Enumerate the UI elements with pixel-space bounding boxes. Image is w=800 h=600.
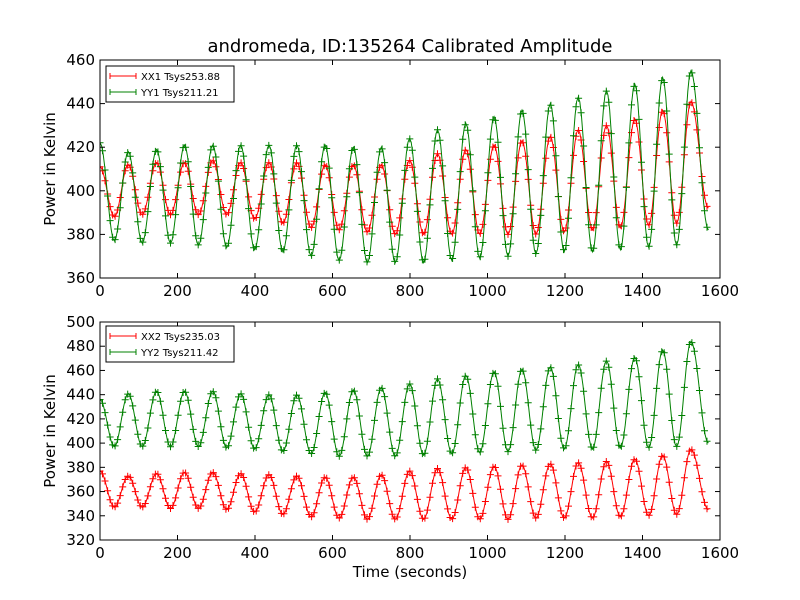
plot-area — [100, 339, 711, 523]
series-markers — [100, 69, 711, 266]
y-tick-label: 380 — [66, 458, 95, 476]
x-tick-label: 1400 — [623, 544, 661, 562]
legend-item: YY1 Tsys211.21 — [109, 88, 219, 99]
y-axis-label: Power in Kelvin — [41, 112, 59, 226]
y-tick-label: 460 — [66, 51, 95, 69]
series-xx2 — [100, 446, 711, 523]
legend-item: XX1 Tsys253.88 — [109, 72, 220, 83]
series-yy1 — [100, 69, 711, 266]
y-axis-label: Power in Kelvin — [41, 374, 59, 488]
y-tick-label: 400 — [66, 434, 95, 452]
y-tick-label: 340 — [66, 507, 95, 525]
y-tick-label: 460 — [66, 361, 95, 379]
x-tick-label: 1400 — [623, 282, 661, 300]
y-tick-label: 360 — [66, 269, 95, 287]
legend: XX1 Tsys253.88 YY1 Tsys211.21 — [105, 65, 235, 103]
x-tick-label: 600 — [318, 282, 347, 300]
x-tick-label: 1600 — [701, 282, 739, 300]
legend-box — [105, 325, 235, 363]
legend-label: YY1 Tsys211.21 — [140, 88, 219, 99]
legend-item: XX2 Tsys235.03 — [109, 332, 220, 343]
top-panel: 0 200 400 600 800 1000 1200 1400 1600 360 380 400 42… — [41, 51, 739, 300]
series-markers — [100, 446, 711, 523]
y-tick-label: 480 — [66, 337, 95, 355]
bottom-panel: 0 200 400 600 800 1000 1200 1400 1600 320 340 360 38… — [41, 313, 739, 562]
legend-marker — [109, 89, 137, 95]
y-tick-label: 500 — [66, 313, 95, 331]
legend-marker — [109, 73, 137, 79]
chart-title: andromeda, ID:135264 Calibrated Amplitud… — [207, 36, 612, 57]
series-line — [100, 448, 709, 521]
x-tick-label: 1600 — [701, 544, 739, 562]
series-markers — [100, 339, 711, 460]
y-tick-label: 440 — [66, 95, 95, 113]
y-tick-label: 360 — [66, 483, 95, 501]
x-tick-label: 1000 — [468, 282, 506, 300]
y-ticks: 320 340 360 380 400 420 440 460 480 500 — [66, 313, 720, 549]
legend-label: YY2 Tsys211.42 — [140, 348, 219, 359]
x-tick-label: 600 — [318, 544, 347, 562]
x-tick-label: 0 — [95, 544, 105, 562]
legend-marker — [109, 349, 137, 355]
x-tick-label: 400 — [241, 282, 270, 300]
plot-area — [100, 69, 711, 266]
x-tick-label: 0 — [95, 282, 105, 300]
y-tick-label: 420 — [66, 138, 95, 156]
y-tick-label: 440 — [66, 386, 95, 404]
y-ticks: 360 380 400 420 440 460 — [66, 51, 720, 287]
y-tick-label: 400 — [66, 182, 95, 200]
x-axis-label: Time (seconds) — [352, 563, 468, 581]
legend-label: XX1 Tsys253.88 — [141, 72, 220, 83]
series-yy2 — [100, 339, 711, 460]
x-tick-label: 1200 — [546, 282, 584, 300]
x-tick-label: 800 — [396, 282, 425, 300]
x-ticks: 0 200 400 600 800 1000 1200 1400 1600 — [95, 60, 739, 300]
y-tick-label: 320 — [66, 531, 95, 549]
x-tick-label: 800 — [396, 544, 425, 562]
y-tick-label: 380 — [66, 225, 95, 243]
y-tick-label: 420 — [66, 410, 95, 428]
x-tick-label: 200 — [163, 282, 192, 300]
x-tick-label: 1000 — [468, 544, 506, 562]
legend: XX2 Tsys235.03 YY2 Tsys211.42 — [105, 325, 235, 363]
x-tick-label: 1200 — [546, 544, 584, 562]
legend-box — [105, 65, 235, 103]
x-ticks: 0 200 400 600 800 1000 1200 1400 1600 — [95, 322, 739, 562]
legend-label: XX2 Tsys235.03 — [141, 332, 220, 343]
x-tick-label: 200 — [163, 544, 192, 562]
legend-item: YY2 Tsys211.42 — [109, 348, 219, 359]
x-tick-label: 400 — [241, 544, 270, 562]
legend-marker — [109, 333, 137, 339]
